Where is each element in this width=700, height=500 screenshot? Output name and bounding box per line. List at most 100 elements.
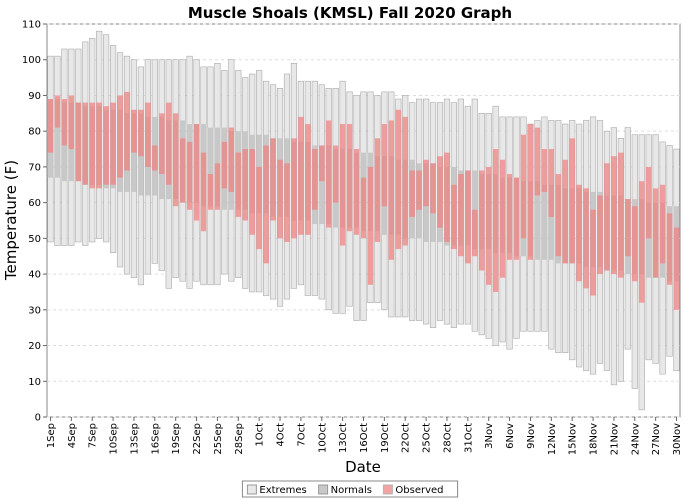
range-bar bbox=[367, 166, 374, 285]
range-bar bbox=[68, 95, 75, 150]
y-tick-label: 60 bbox=[28, 198, 41, 209]
range-bar bbox=[673, 227, 680, 310]
range-bar bbox=[332, 145, 339, 203]
range-bar bbox=[527, 124, 534, 260]
y-tick-label: 80 bbox=[28, 127, 41, 138]
legend-label: Normals bbox=[331, 485, 372, 496]
range-bar bbox=[193, 124, 200, 221]
legend-swatch bbox=[246, 484, 257, 495]
y-tick-label: 110 bbox=[22, 20, 41, 31]
range-bar bbox=[520, 134, 527, 239]
range-bar bbox=[312, 149, 318, 210]
x-tick-label: 6Nov bbox=[505, 423, 516, 449]
x-tick-label: 30Nov bbox=[672, 423, 683, 455]
y-tick-label: 40 bbox=[28, 270, 41, 281]
range-bar bbox=[61, 99, 68, 146]
y-tick-label: 100 bbox=[22, 55, 41, 66]
range-bar bbox=[138, 109, 144, 157]
range-bar bbox=[597, 195, 603, 275]
range-bar bbox=[103, 106, 109, 185]
range-bar bbox=[117, 95, 123, 178]
range-bar bbox=[506, 174, 513, 260]
y-tick-label: 70 bbox=[28, 162, 41, 173]
range-bar bbox=[548, 149, 555, 217]
x-tick-label: 4Sep bbox=[67, 423, 78, 448]
range-bar bbox=[583, 188, 589, 289]
range-bar bbox=[534, 127, 541, 196]
y-tick-label: 20 bbox=[28, 341, 41, 352]
x-tick-label: 21Nov bbox=[609, 423, 620, 455]
range-bar bbox=[638, 181, 645, 303]
range-bar bbox=[381, 124, 388, 207]
range-bar bbox=[437, 156, 443, 228]
range-bar bbox=[409, 170, 415, 217]
y-tick-label: 30 bbox=[28, 305, 41, 316]
x-tick-label: 22Sep bbox=[192, 423, 203, 455]
range-bar bbox=[228, 127, 235, 192]
range-bar bbox=[632, 206, 638, 282]
y-tick-label: 50 bbox=[28, 234, 41, 245]
range-bar bbox=[541, 149, 548, 192]
range-bar bbox=[430, 163, 436, 214]
range-bar bbox=[590, 209, 596, 296]
x-tick-label: 1Sep bbox=[46, 423, 57, 448]
x-tick-label: 28Oct bbox=[442, 423, 453, 453]
x-tick-label: 25Sep bbox=[213, 423, 224, 455]
range-bar bbox=[186, 141, 193, 210]
x-tick-label: 18Nov bbox=[589, 423, 600, 455]
legend-swatch bbox=[318, 484, 329, 495]
range-bar bbox=[555, 174, 562, 257]
range-bar bbox=[200, 152, 207, 232]
x-tick-label: 7Oct bbox=[296, 423, 307, 447]
range-bar bbox=[89, 102, 95, 189]
range-bar bbox=[158, 113, 165, 175]
range-bar bbox=[291, 138, 297, 239]
y-axis-title: Temperature (F) bbox=[2, 160, 20, 281]
range-bar bbox=[284, 163, 290, 242]
x-tick-label: 22Oct bbox=[401, 423, 412, 453]
legend-box bbox=[241, 480, 459, 498]
range-bar bbox=[214, 163, 221, 210]
x-tick-label: 28Sep bbox=[234, 423, 245, 455]
range-bar bbox=[618, 152, 624, 278]
x-tick-label: 16Oct bbox=[359, 423, 370, 453]
range-bar bbox=[478, 170, 485, 271]
range-bar bbox=[472, 209, 478, 257]
range-bar bbox=[416, 170, 422, 210]
range-bar bbox=[645, 166, 652, 239]
range-bar bbox=[548, 184, 555, 260]
range-bar bbox=[270, 138, 276, 221]
range-bar bbox=[207, 174, 214, 210]
x-tick-label: 3Nov bbox=[484, 423, 495, 449]
range-bar bbox=[249, 149, 255, 235]
range-bar bbox=[96, 102, 102, 189]
range-bar bbox=[179, 138, 186, 203]
x-tick-label: 19Sep bbox=[171, 423, 182, 455]
range-bar bbox=[360, 177, 367, 239]
x-tick-label: 10Oct bbox=[317, 423, 328, 453]
range-bar bbox=[645, 202, 652, 278]
range-bar bbox=[207, 127, 214, 207]
y-tick-label: 90 bbox=[28, 91, 41, 102]
range-bar bbox=[256, 166, 262, 250]
range-bar bbox=[124, 91, 130, 171]
x-axis-title: Date bbox=[345, 458, 381, 476]
range-bar bbox=[374, 138, 381, 242]
legend-swatch bbox=[382, 484, 393, 495]
range-bar bbox=[346, 124, 353, 232]
x-tick-label: 12Nov bbox=[547, 423, 558, 455]
range-bar bbox=[395, 109, 402, 250]
x-tick-label: 1Oct bbox=[255, 423, 266, 447]
range-bar bbox=[541, 184, 548, 260]
range-bar bbox=[82, 102, 89, 185]
x-tick-label: 13Oct bbox=[338, 423, 349, 453]
range-bar bbox=[172, 113, 179, 207]
chart-title: Muscle Shoals (KMSL) Fall 2020 Graph bbox=[188, 4, 512, 22]
range-bar bbox=[569, 138, 575, 264]
y-tick-label: 10 bbox=[28, 377, 41, 388]
range-bar bbox=[325, 120, 332, 228]
range-bar bbox=[47, 99, 54, 153]
range-bar bbox=[242, 149, 249, 221]
range-bar bbox=[388, 120, 395, 260]
range-bar bbox=[339, 124, 346, 246]
